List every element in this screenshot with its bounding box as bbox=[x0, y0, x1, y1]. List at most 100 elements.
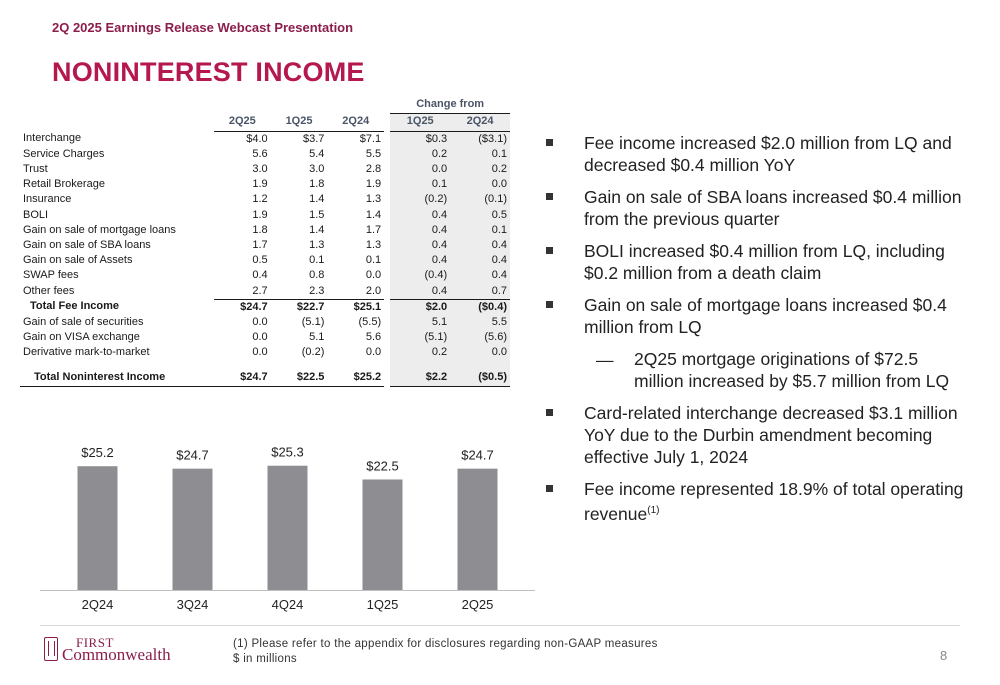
square-bullet-icon bbox=[546, 485, 553, 492]
cell: 0.5 bbox=[450, 207, 510, 223]
page-title: NONINTEREST INCOME bbox=[52, 57, 365, 87]
cell: $24.7 bbox=[213, 298, 271, 315]
cell: 5.1 bbox=[390, 314, 451, 331]
x-tick-label: 4Q24 bbox=[272, 597, 304, 612]
cell: 1.4 bbox=[309, 223, 325, 236]
row-label: Derivative mark-to-market bbox=[23, 346, 150, 359]
bar-1q25 bbox=[362, 479, 403, 590]
cell: 0.0 bbox=[252, 346, 268, 359]
cell: 0.0 bbox=[450, 177, 510, 193]
cell: 1.8 bbox=[252, 223, 268, 236]
cell: 1.2 bbox=[252, 193, 268, 206]
cell: 0.4 bbox=[450, 237, 510, 254]
row-label: Service Charges bbox=[23, 147, 105, 160]
cell: 1.7 bbox=[365, 223, 382, 236]
footnote-text: (1) Please refer to the appendix for dis… bbox=[233, 638, 658, 650]
bar-3q24 bbox=[172, 468, 213, 590]
sub-bullet-item: — 2Q25 mortgage originations of $72.5 mil… bbox=[546, 348, 966, 392]
sub-bullet-text: 2Q25 mortgage originations of $72.5 mill… bbox=[634, 349, 950, 391]
cell: (0.4) bbox=[390, 268, 451, 284]
bullet-item: Fee income represented 18.9% of total op… bbox=[546, 478, 966, 525]
bullet-item: Fee income increased $2.0 million from L… bbox=[546, 132, 966, 176]
cell: 1.4 bbox=[365, 208, 382, 221]
x-tick-label: 2Q25 bbox=[462, 597, 494, 612]
table-row: Service Charges 5.6 5.4 5.5 0.2 0.1 bbox=[20, 146, 510, 162]
table-row: Gain of sale of securities 0.0 (5.1) (5.5) 5… bbox=[20, 314, 510, 331]
table-row: Gain on sale of SBA loans 1.7 1.3 1.3 0.4 0.4 bbox=[20, 237, 510, 254]
col-header: 1Q25 bbox=[390, 113, 451, 132]
cell: ($3.1) bbox=[450, 131, 510, 147]
bar-2q24 bbox=[77, 466, 118, 590]
cell: 1.9 bbox=[252, 208, 268, 221]
bullet-text: Gain on sale of mortgage loans increased… bbox=[584, 295, 947, 337]
cell: 0.0 bbox=[450, 345, 510, 361]
footnote: (1) Please refer to the appendix for dis… bbox=[233, 637, 658, 667]
col-header: 2Q24 bbox=[327, 113, 385, 132]
row-label: BOLI bbox=[23, 208, 49, 221]
cell: 0.7 bbox=[450, 283, 510, 300]
bullet-text: Fee income increased $2.0 million from L… bbox=[584, 133, 952, 175]
cell: 0.1 bbox=[450, 146, 510, 162]
cell: ($0.4) bbox=[450, 298, 510, 315]
bullet-text: Card-related interchange decreased $3.1 … bbox=[584, 403, 958, 467]
bar-4q24 bbox=[267, 465, 308, 590]
footer-divider bbox=[40, 625, 960, 626]
cell: 1.8 bbox=[309, 178, 325, 191]
cell: 0.4 bbox=[450, 253, 510, 269]
cell: 3.0 bbox=[252, 162, 268, 175]
table-row: Interchange $4.0 $3.7 $7.1 $0.3 ($3.1) bbox=[20, 131, 510, 147]
cell: 1.7 bbox=[252, 238, 268, 251]
cell: 2.0 bbox=[365, 284, 382, 297]
cell: $25.2 bbox=[327, 368, 385, 388]
cell: 3.0 bbox=[309, 162, 325, 175]
cell: $4.0 bbox=[246, 132, 268, 145]
table-row: Insurance 1.2 1.4 1.3 (0.2) (0.1) bbox=[20, 192, 510, 208]
cell: 0.4 bbox=[252, 269, 268, 282]
x-tick-label: 3Q24 bbox=[177, 597, 209, 612]
dash-bullet-icon: — bbox=[596, 350, 614, 370]
table-row: Gain on VISA exchange 0.0 5.1 5.6 (5.1) (5.6) bbox=[20, 330, 510, 346]
data-label: $25.2 bbox=[81, 445, 114, 460]
row-label: Gain on VISA exchange bbox=[23, 331, 140, 344]
cell: (5.1) bbox=[390, 330, 451, 346]
x-tick-label: 1Q25 bbox=[367, 597, 399, 612]
cell: 0.8 bbox=[309, 269, 325, 282]
table-row: Derivative mark-to-market 0.0 (0.2) 0.0 0.2 0… bbox=[20, 345, 510, 361]
table-group-header-row: Change from bbox=[20, 97, 510, 114]
cell: 0.2 bbox=[390, 146, 451, 162]
cell: 0.1 bbox=[365, 254, 382, 267]
row-label: Trust bbox=[23, 162, 48, 175]
cell: 1.4 bbox=[309, 193, 325, 206]
cell: $2.2 bbox=[390, 368, 451, 388]
square-bullet-icon bbox=[546, 139, 553, 146]
bullet-item: Gain on sale of mortgage loans increased… bbox=[546, 294, 966, 338]
bullet-text: BOLI increased $0.4 million from LQ, inc… bbox=[584, 241, 945, 283]
row-label: Interchange bbox=[23, 132, 82, 145]
bar-2q25 bbox=[457, 468, 498, 590]
data-label: $24.7 bbox=[461, 448, 494, 463]
bullet-item: Card-related interchange decreased $3.1 … bbox=[546, 402, 966, 468]
footnote-ref: (1) bbox=[647, 505, 660, 516]
table-row: SWAP fees 0.4 0.8 0.0 (0.4) 0.4 bbox=[20, 268, 510, 284]
footnote-units: $ in millions bbox=[233, 653, 297, 665]
header-subtitle: 2Q 2025 Earnings Release Webcast Present… bbox=[52, 20, 354, 35]
cell: 0.0 bbox=[365, 346, 382, 359]
cell: (0.2) bbox=[390, 192, 451, 208]
row-label: Insurance bbox=[23, 193, 72, 206]
cell: 0.2 bbox=[390, 345, 451, 361]
cell: $24.7 bbox=[213, 368, 271, 388]
table-row: Gain on sale of Assets 0.5 0.1 0.1 0.4 0.4 bbox=[20, 253, 510, 269]
row-label: Gain of sale of securities bbox=[23, 315, 144, 328]
cell: 0.4 bbox=[390, 222, 451, 238]
bullet-text: Gain on sale of SBA loans increased $0.4… bbox=[584, 187, 962, 229]
table-row: Trust 3.0 3.0 2.8 0.0 0.2 bbox=[20, 161, 510, 178]
cell: (5.5) bbox=[358, 315, 382, 328]
logo-line2: Commonwealth bbox=[62, 645, 171, 664]
row-label: Retail Brokerage bbox=[23, 178, 105, 191]
cell: $22.5 bbox=[270, 368, 328, 388]
square-bullet-icon bbox=[546, 193, 553, 200]
square-bullet-icon bbox=[546, 301, 553, 308]
data-label: $25.3 bbox=[271, 445, 304, 460]
page-number: 8 bbox=[940, 648, 948, 663]
row-label: Total Fee Income bbox=[30, 300, 120, 313]
